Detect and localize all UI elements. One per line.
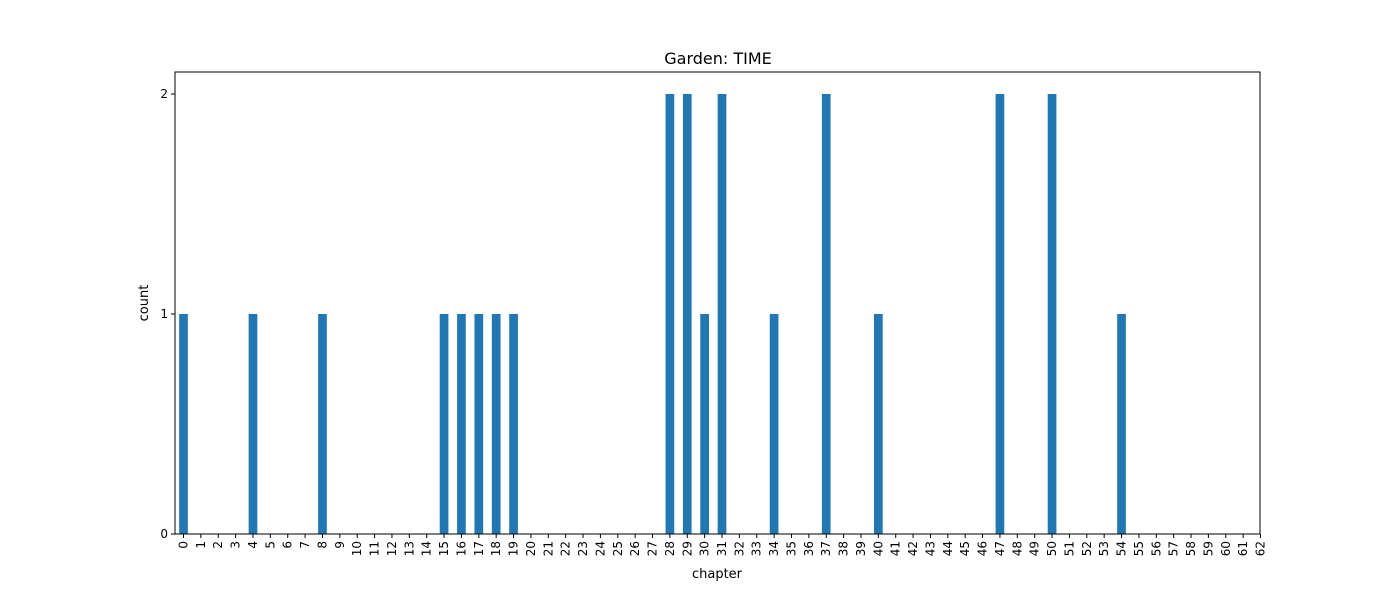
x-tick-label: 7 [298,541,312,549]
x-tick-label: 49 [1028,541,1042,556]
bar-chapter-19 [509,314,518,534]
x-tick-label: 9 [333,541,347,549]
x-tick-label: 37 [819,541,833,556]
x-tick-label: 42 [906,541,920,556]
x-tick-label: 1 [194,541,208,549]
x-tick-label: 6 [281,541,295,549]
plot-frame [174,71,1261,535]
y-axis-label: count [137,285,152,322]
x-tick-label: 59 [1201,541,1215,556]
x-tick-label: 8 [315,541,329,549]
bar-chapter-34 [769,314,779,534]
x-tick-label: 14 [420,541,434,556]
bar-chapter-28 [665,94,675,534]
bar-chapter-54 [1117,314,1126,534]
x-tick-label: 10 [350,541,364,556]
bar-chapter-37 [821,94,831,534]
x-tick-label: 36 [802,541,816,556]
y-tick-label: 1 [160,307,168,321]
bar-chapter-29 [682,94,692,534]
x-tick-label: 18 [489,541,503,556]
x-tick-label: 38 [837,541,851,556]
x-tick-label: 47 [993,541,1007,556]
x-tick-label: 53 [1097,541,1111,556]
bar-chapter-16 [457,314,466,534]
x-tick-label: 55 [1132,541,1146,556]
bar-chapter-18 [491,314,501,534]
x-tick-label: 17 [472,541,486,556]
x-tick-label: 57 [1167,541,1181,556]
x-tick-label: 24 [593,541,607,556]
x-tick-label: 22 [559,541,573,556]
x-tick-label: 13 [402,541,416,556]
bar-chapter-50 [1047,94,1057,534]
x-tick-label: 16 [454,541,468,556]
y-axis-ticks: 0 1 2 [160,87,175,541]
y-tick-label: 2 [160,87,168,101]
x-tick-label: 27 [646,541,660,556]
x-axis-ticks: 0 1 2 3 4 5 6 7 8 9 10 11 12 13 14 15 16 17 18 19 20 21 22 23 24… [177,534,1268,556]
x-tick-label: 43 [923,541,937,556]
bar-chapter-8 [318,314,327,534]
x-tick-label: 34 [767,541,781,556]
x-tick-label: 40 [871,541,885,556]
bar-chapter-30 [700,314,709,534]
x-tick-label: 30 [698,541,712,556]
x-tick-label: 28 [663,541,677,556]
x-tick-label: 62 [1254,541,1268,556]
x-tick-label: 35 [784,541,798,556]
x-tick-label: 25 [611,541,625,556]
x-tick-label: 54 [1115,541,1129,556]
x-tick-label: 19 [507,541,521,556]
bar-chapter-31 [717,94,727,534]
x-tick-label: 21 [541,541,555,556]
bar-chapter-47 [995,94,1005,534]
bars-group [179,94,1126,534]
x-tick-label: 4 [246,541,260,549]
x-axis-label: chapter [692,567,743,582]
x-tick-label: 20 [524,541,538,556]
y-tick-label: 0 [160,527,168,541]
x-tick-label: 15 [437,541,451,556]
chart-title: Garden: TIME [664,49,772,68]
bar-chapter-4 [248,314,258,534]
bar-chapter-15 [439,314,449,534]
bar-chapter-40 [874,314,883,534]
bar-chapter-17 [474,314,484,534]
x-tick-label: 3 [229,541,243,549]
x-tick-label: 60 [1219,541,1233,556]
x-tick-label: 0 [177,541,191,549]
x-tick-label: 5 [263,541,277,549]
x-tick-label: 52 [1080,541,1094,556]
x-tick-label: 31 [715,541,729,556]
x-tick-label: 32 [732,541,746,556]
bar-chapter-0 [179,314,188,534]
x-tick-label: 26 [628,541,642,556]
x-tick-label: 61 [1236,541,1250,556]
x-tick-label: 2 [211,541,225,549]
x-tick-label: 45 [958,541,972,556]
x-tick-label: 12 [385,541,399,556]
x-tick-label: 41 [889,541,903,556]
x-tick-label: 50 [1045,541,1059,556]
x-tick-label: 44 [941,541,955,556]
x-tick-label: 29 [680,541,694,556]
x-tick-label: 11 [368,541,382,556]
x-tick-label: 58 [1184,541,1198,556]
x-tick-label: 33 [750,541,764,556]
x-tick-label: 51 [1062,541,1076,556]
x-tick-label: 46 [976,541,990,556]
x-tick-label: 48 [1010,541,1024,556]
x-tick-label: 56 [1149,541,1163,556]
x-tick-label: 23 [576,541,590,556]
x-tick-label: 39 [854,541,868,556]
